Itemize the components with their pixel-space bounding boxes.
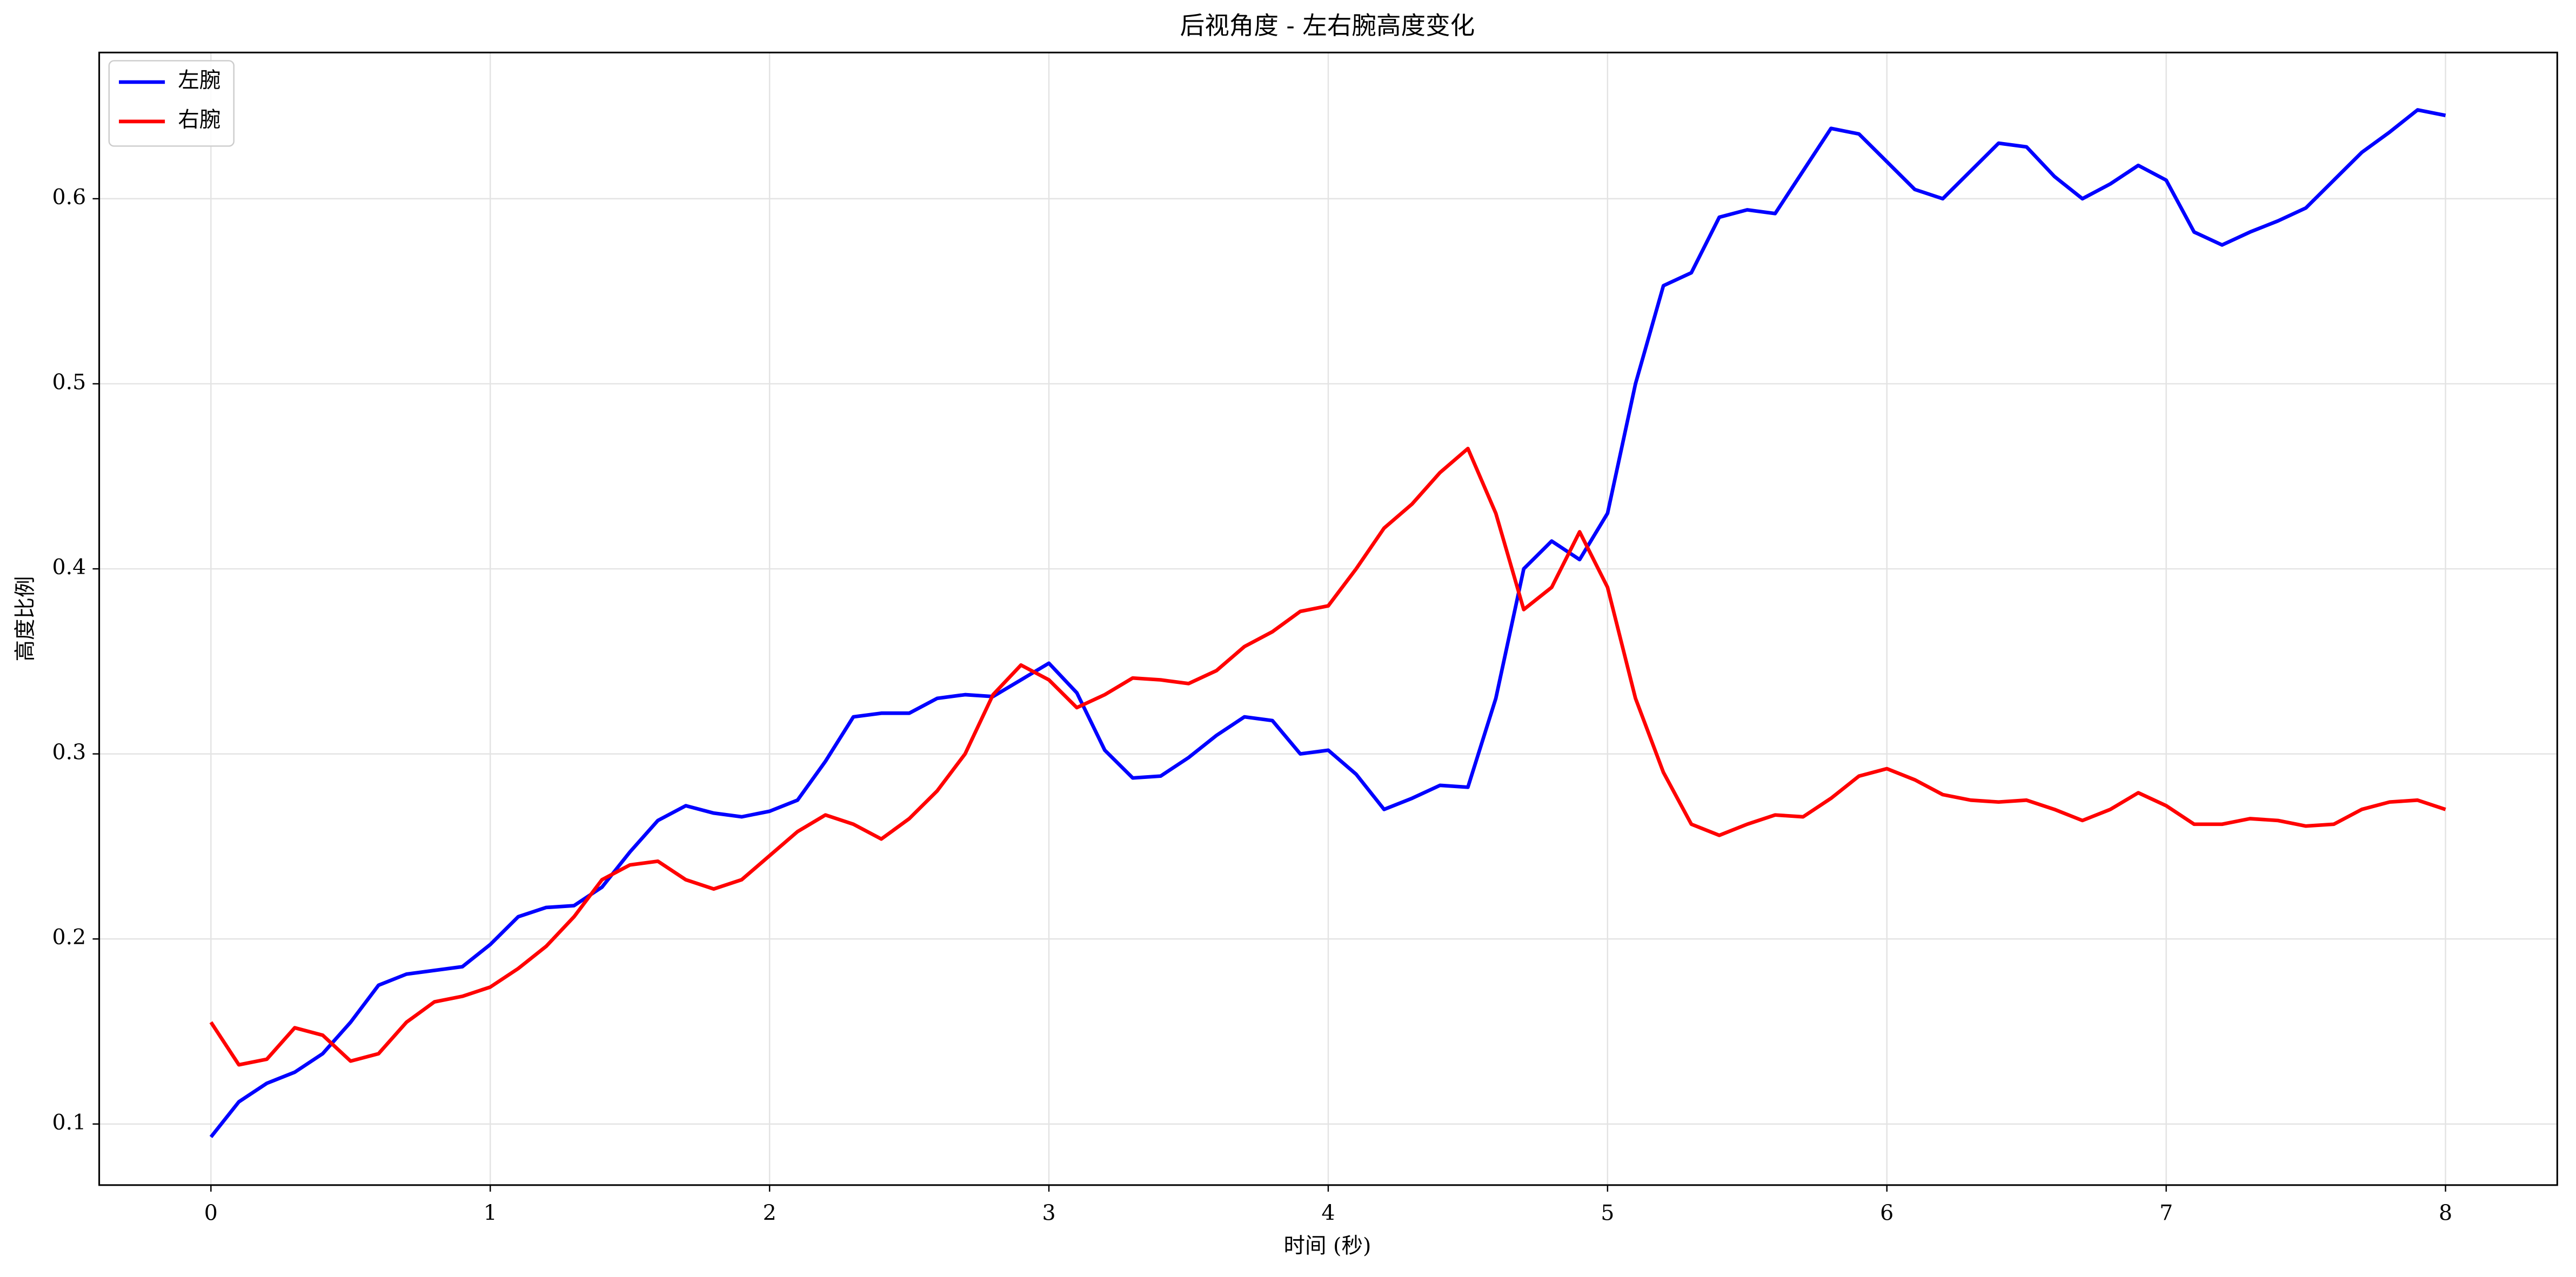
x-tick-label: 8 (2439, 1201, 2452, 1226)
y-axis-label: 高度比例 (13, 576, 38, 662)
y-tick-label: 0.4 (52, 555, 86, 580)
plot-frame (98, 51, 2558, 1186)
y-tick-label: 0.2 (52, 925, 86, 950)
x-tick-label: 7 (2159, 1201, 2173, 1226)
x-axis-label: 时间 (秒) (1283, 1233, 1371, 1258)
legend-label: 右腕 (178, 107, 220, 132)
x-tick-label: 5 (1601, 1201, 1614, 1226)
y-tick-label: 0.6 (52, 185, 86, 210)
x-tick-label: 4 (1321, 1201, 1335, 1226)
x-tick-label: 1 (484, 1201, 497, 1226)
x-tick-label: 6 (1880, 1201, 1893, 1226)
y-tick-label: 0.3 (52, 740, 86, 765)
x-tick-label: 0 (204, 1201, 218, 1226)
y-tick-label: 0.5 (52, 369, 86, 394)
line-series (209, 447, 2446, 1067)
x-tick-label: 2 (763, 1201, 777, 1226)
line-series (209, 108, 2446, 1138)
y-tick-label: 0.1 (52, 1110, 86, 1135)
legend-label: 左腕 (178, 68, 220, 93)
x-tick-label: 3 (1042, 1201, 1055, 1226)
chart-title: 后视角度 - 左右腕高度变化 (1180, 11, 1475, 40)
